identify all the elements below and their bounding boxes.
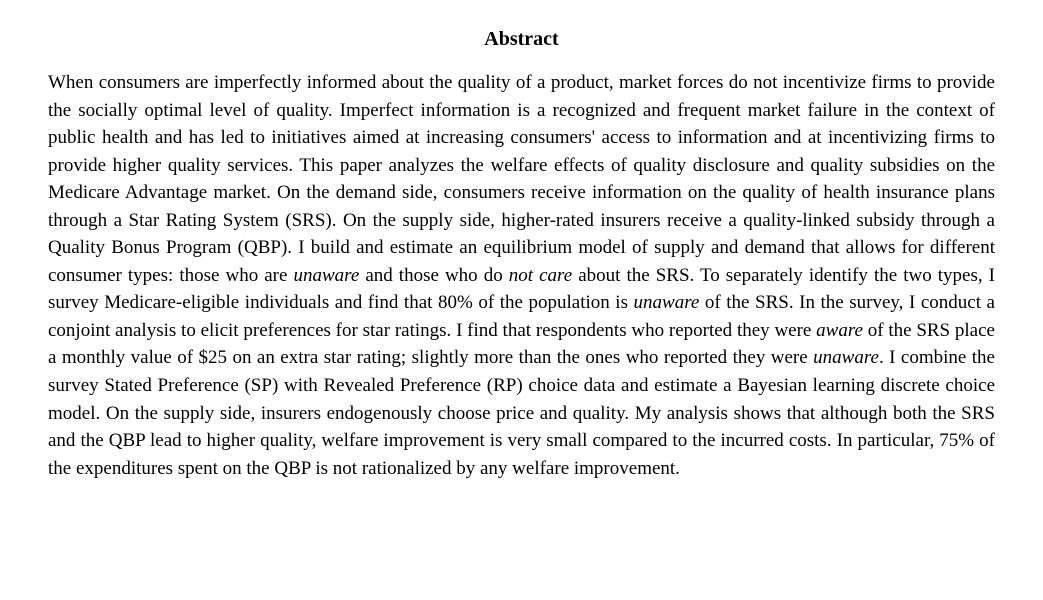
abstract-text-segment: and those who do	[359, 265, 508, 286]
abstract-body: When consumers are imperfectly informed …	[48, 69, 995, 482]
abstract-italic-unaware: unaware	[293, 265, 359, 286]
abstract-italic-unaware: unaware	[813, 347, 879, 368]
abstract-italic-not-care: not care	[509, 265, 572, 286]
abstract-italic-aware: aware	[816, 320, 863, 341]
abstract-text-segment: When consumers are imperfectly informed …	[48, 72, 995, 286]
abstract-italic-unaware: unaware	[634, 292, 700, 313]
abstract-heading: Abstract	[48, 28, 995, 51]
